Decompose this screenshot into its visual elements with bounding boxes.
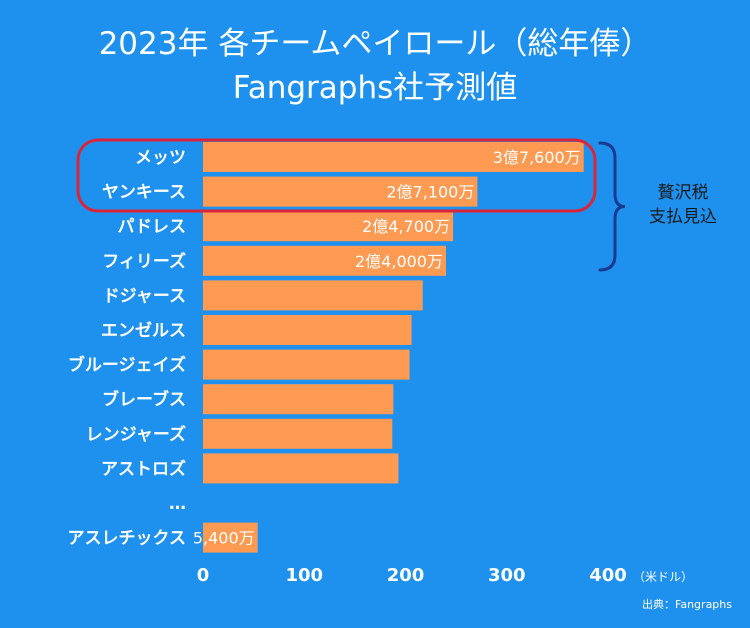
bar — [203, 315, 412, 345]
source-note: 出典：Fangraphs — [642, 598, 732, 611]
bar — [203, 142, 584, 172]
curly-bracket — [598, 141, 626, 272]
x-tick-label: 200 — [387, 565, 425, 586]
category-label: ブレーブス — [102, 389, 186, 410]
x-tick-label: 400 — [589, 565, 627, 586]
bar — [203, 418, 393, 449]
bar — [203, 349, 410, 380]
category-label: … — [169, 494, 186, 514]
annotation-text: 支払見込 — [649, 207, 717, 227]
x-tick-label: 100 — [285, 565, 323, 586]
chart-title-line1: 2023年 各チームペイロール（総年俸） — [98, 26, 652, 62]
category-label: メッツ — [135, 148, 186, 168]
bar — [203, 280, 423, 311]
category-label: ドジャース — [103, 286, 186, 306]
category-label: フィリーズ — [102, 251, 186, 272]
bar — [203, 245, 446, 276]
annotation-text: 贅沢税 — [658, 183, 709, 203]
chart-title-line2: Fangraphs社予測値 — [232, 70, 518, 106]
highlight-box — [76, 138, 597, 213]
bar — [203, 176, 478, 207]
data-label: 2億7,100万 — [386, 183, 474, 202]
category-label: パドレス — [117, 217, 186, 237]
bar — [203, 384, 394, 415]
data-label: 2億4,700万 — [362, 217, 450, 236]
unit-label: （米ドル） — [633, 570, 693, 584]
bar — [203, 453, 399, 484]
data-label: 3億7,600万 — [493, 148, 581, 167]
x-tick-label: 300 — [488, 565, 526, 586]
bar — [203, 522, 258, 553]
bar — [203, 211, 454, 242]
category-label: エンゼルス — [101, 320, 186, 341]
category-label: レンジャーズ — [86, 424, 186, 445]
x-tick-label: 0 — [197, 565, 210, 586]
data-label: 2億4,000万 — [355, 252, 443, 271]
category-label: アスレチックス — [68, 529, 187, 549]
category-label: アストロズ — [101, 458, 186, 479]
data-label: 5,400万 — [193, 529, 255, 548]
category-label: ヤンキース — [102, 183, 186, 203]
category-label: ブルージェイズ — [68, 355, 186, 376]
